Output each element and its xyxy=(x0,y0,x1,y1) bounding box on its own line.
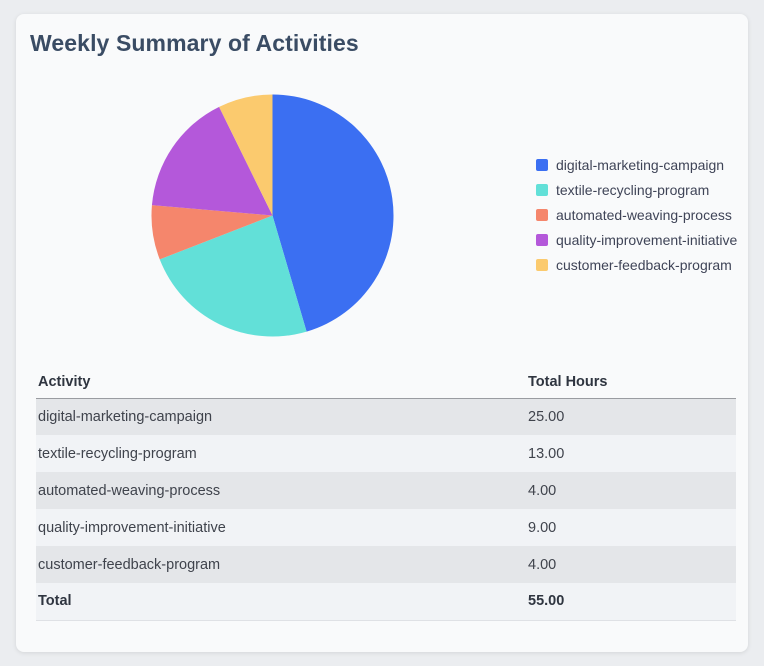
column-header-activity: Activity xyxy=(36,366,526,399)
legend-label: digital-marketing-campaign xyxy=(556,156,725,173)
legend-item-textile-recycling-program[interactable]: textile-recycling-program xyxy=(536,177,737,202)
pie-slice-customer-feedback-program[interactable] xyxy=(219,94,273,216)
table-row: digital-marketing-campaign 25.00 xyxy=(36,398,736,435)
legend-item-digital-marketing-campaign[interactable]: digital-marketing-campaign xyxy=(536,152,737,177)
hours-cell: 4.00 xyxy=(526,472,736,509)
activity-cell: customer-feedback-program xyxy=(36,546,526,583)
legend-label: automated-weaving-process xyxy=(556,206,732,223)
activity-cell: quality-improvement-initiative xyxy=(36,509,526,546)
total-hours-cell: 55.00 xyxy=(526,583,736,621)
hours-cell: 4.00 xyxy=(526,546,736,583)
activity-cell: digital-marketing-campaign xyxy=(36,398,526,435)
legend-item-automated-weaving-process[interactable]: automated-weaving-process xyxy=(536,202,737,227)
column-header-total-hours: Total Hours xyxy=(526,366,736,399)
summary-card: Weekly Summary of Activities digital-mar… xyxy=(16,14,748,652)
pie-chart xyxy=(151,94,394,337)
hours-cell: 13.00 xyxy=(526,435,736,472)
pie-slice-digital-marketing-campaign[interactable] xyxy=(272,94,394,332)
table-row: customer-feedback-program 4.00 xyxy=(36,546,736,583)
legend-label: customer-feedback-program xyxy=(556,256,732,273)
activity-cell: automated-weaving-process xyxy=(36,472,526,509)
table-row: textile-recycling-program 13.00 xyxy=(36,435,736,472)
table-total-row: Total 55.00 xyxy=(36,583,736,621)
legend-item-quality-improvement-initiative[interactable]: quality-improvement-initiative xyxy=(536,227,737,252)
activity-summary-table: Activity Total Hours digital-marketing-c… xyxy=(36,366,736,621)
legend-label: textile-recycling-program xyxy=(556,181,710,198)
total-label-cell: Total xyxy=(36,583,526,621)
legend-swatch-icon xyxy=(536,183,548,196)
chart-legend: digital-marketing-campaign textile-recyc… xyxy=(536,152,737,277)
legend-item-customer-feedback-program[interactable]: customer-feedback-program xyxy=(536,252,737,277)
legend-label: quality-improvement-initiative xyxy=(556,231,738,248)
legend-swatch-icon xyxy=(536,208,548,221)
pie-slice-textile-recycling-program[interactable] xyxy=(159,215,307,337)
hours-cell: 25.00 xyxy=(526,398,736,435)
legend-swatch-icon xyxy=(536,233,548,246)
hours-cell: 9.00 xyxy=(526,509,736,546)
pie-slice-automated-weaving-process[interactable] xyxy=(151,205,273,260)
page-title: Weekly Summary of Activities xyxy=(30,30,359,56)
pie-slice-quality-improvement-initiative[interactable] xyxy=(151,106,273,216)
activity-cell: textile-recycling-program xyxy=(36,435,526,472)
table-header-row: Activity Total Hours xyxy=(36,366,736,399)
table-row: automated-weaving-process 4.00 xyxy=(36,472,736,509)
legend-swatch-icon xyxy=(536,258,548,271)
legend-swatch-icon xyxy=(536,158,548,171)
table-row: quality-improvement-initiative 9.00 xyxy=(36,509,736,546)
